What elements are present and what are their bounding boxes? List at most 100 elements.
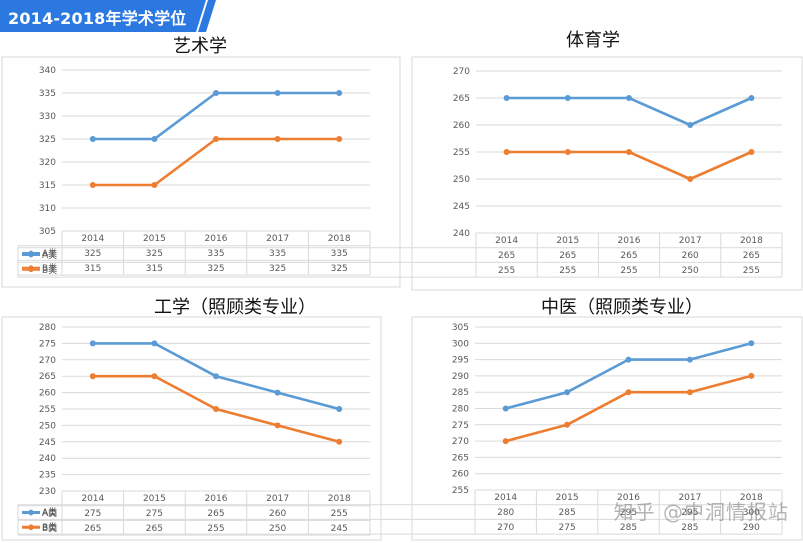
chart-4: 中医（照顾类专业） 255 260 265 270 275 280 285 290 295 300 3… (17, 297, 803, 541)
legend-key-marker (28, 524, 34, 530)
data-label: 265 (620, 251, 637, 261)
x-tick-label: 2018 (328, 234, 351, 244)
x-tick-label: 2015 (556, 236, 579, 246)
y-tick-label: 255 (453, 148, 470, 158)
banner-background (0, 0, 206, 32)
data-label: 250 (269, 524, 286, 534)
legend-label: A类 (42, 247, 57, 259)
y-tick-label: 270 (453, 67, 470, 77)
data-point (89, 340, 96, 347)
chart-title: 体育学 (566, 30, 620, 51)
legend-label: B类 (42, 521, 57, 533)
y-tick-label: 320 (39, 158, 56, 168)
series-line-b (506, 150, 752, 181)
chart-title: 艺术学 (173, 36, 227, 57)
legend-label: B类 (42, 264, 57, 276)
y-tick-label: 255 (39, 405, 56, 415)
y-tick-label: 330 (39, 112, 56, 122)
data-label: 255 (743, 266, 760, 276)
data-label: 260 (269, 509, 286, 519)
data-label: 265 (146, 524, 163, 534)
data-label: 255 (559, 266, 576, 276)
y-tick-label: 335 (39, 89, 56, 99)
banner-title: 2014-2018年学术学位 (8, 9, 187, 28)
x-tick-label: 2014 (495, 236, 518, 246)
data-point (89, 373, 96, 380)
data-point (151, 136, 158, 142)
chart-frame (411, 316, 803, 541)
y-tick-label: 310 (39, 204, 56, 214)
data-label: 325 (146, 249, 163, 259)
data-label: 315 (146, 264, 163, 274)
y-tick-label: 255 (452, 486, 469, 496)
x-tick-label: 2016 (205, 234, 228, 244)
x-tick-label: 2016 (618, 236, 641, 246)
data-label: 280 (497, 508, 514, 518)
x-tick-label: 2017 (266, 234, 289, 244)
data-point (213, 406, 219, 412)
data-label: 285 (681, 523, 698, 533)
data-label: 335 (269, 249, 286, 259)
data-point (564, 149, 571, 155)
y-tick-label: 275 (39, 339, 56, 349)
y-tick-label: 265 (452, 453, 469, 463)
data-point (564, 421, 571, 428)
data-point (213, 373, 219, 380)
data-point (213, 90, 219, 96)
data-point (687, 122, 694, 128)
y-tick-label: 250 (453, 175, 470, 185)
watermark: 知乎 @中洞情报站 (613, 500, 789, 524)
x-tick-label: 2014 (494, 493, 517, 503)
data-point (564, 389, 571, 396)
y-tick-label: 280 (452, 405, 469, 415)
y-tick-label: 265 (39, 372, 56, 382)
legend-label: A类 (42, 249, 57, 261)
y-tick-label: 245 (453, 202, 470, 212)
data-label: 245 (331, 524, 348, 534)
data-point (89, 182, 96, 188)
y-tick-label: 235 (39, 471, 56, 481)
data-label: 255 (498, 266, 515, 276)
data-point (687, 176, 694, 182)
y-tick-label: 270 (39, 356, 56, 366)
chart-title: 工学（照顾类专业） (154, 297, 316, 318)
y-tick-label: 300 (452, 339, 469, 349)
data-label: 315 (84, 264, 101, 274)
x-tick-label: 2016 (205, 494, 228, 504)
x-tick-label: 2015 (143, 234, 166, 244)
data-point (503, 95, 510, 101)
data-label: 285 (620, 523, 637, 533)
y-tick-label: 270 (452, 437, 469, 447)
data-point (151, 373, 158, 380)
data-label: 275 (559, 523, 576, 533)
data-point (274, 136, 281, 142)
data-label: 265 (84, 524, 101, 534)
y-tick-label: 340 (39, 66, 56, 76)
y-tick-label: 315 (39, 181, 56, 191)
data-label: 260 (682, 251, 699, 261)
chart-2: 体育学 240 245 250 255 260 265 270 2014 2015 2016 2017… (17, 30, 803, 291)
data-label: 290 (743, 523, 760, 533)
data-point (625, 389, 632, 396)
data-point (274, 389, 281, 396)
data-label: 295 (681, 508, 698, 518)
legend-label: A类 (42, 507, 57, 519)
legend-key-marker (28, 509, 34, 515)
x-tick-label: 2014 (81, 494, 104, 504)
legend-key-marker (28, 252, 34, 258)
y-tick-label: 230 (39, 487, 56, 497)
data-point (336, 438, 343, 445)
y-tick-label: 240 (39, 454, 56, 464)
y-tick-label: 305 (452, 323, 469, 333)
data-label: 325 (331, 264, 348, 274)
banner-accent-stripe (198, 0, 216, 32)
x-tick-label: 2018 (328, 494, 351, 504)
legend-key-marker (28, 267, 34, 273)
x-tick-label: 2018 (740, 493, 763, 503)
y-tick-label: 285 (452, 388, 469, 398)
data-point (336, 136, 343, 142)
data-label: 270 (497, 523, 514, 533)
data-point (502, 438, 509, 445)
chart-frame (1, 56, 401, 288)
chart-title: 中医（照顾类专业） (541, 297, 703, 318)
